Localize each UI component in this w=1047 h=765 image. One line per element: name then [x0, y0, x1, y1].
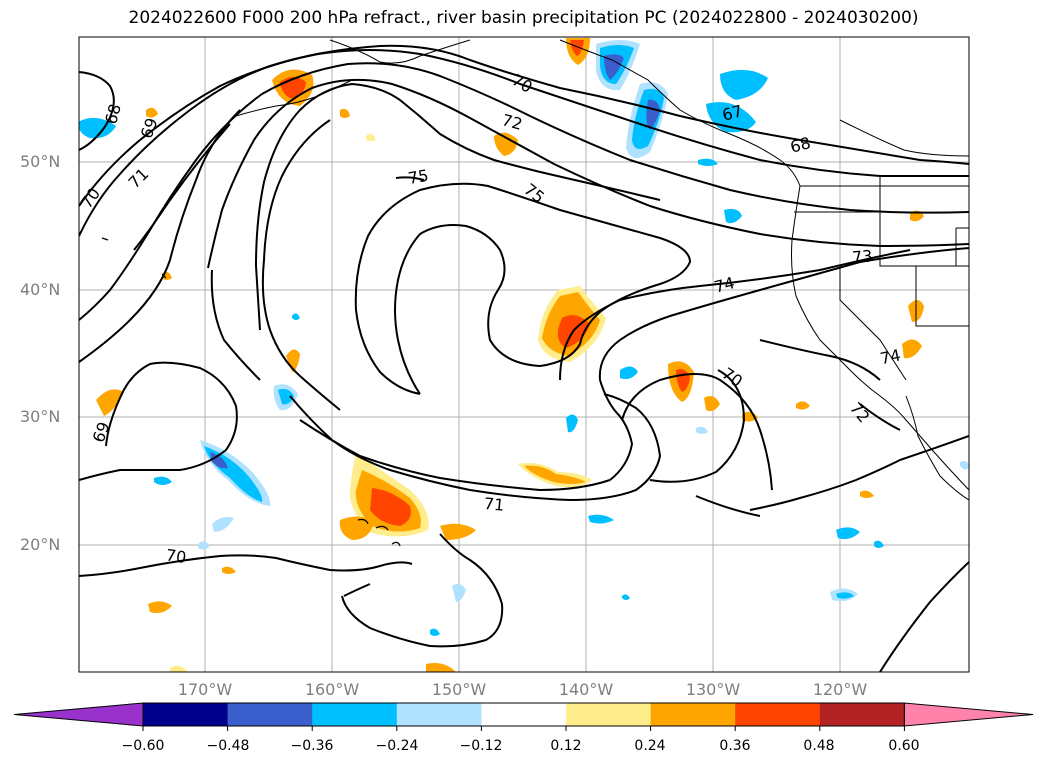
latitude-label: 30°N — [20, 407, 61, 426]
colorbar-tick-label: −0.60 — [121, 738, 165, 754]
contour-label: 68 — [101, 102, 125, 127]
latitude-label: 40°N — [20, 280, 61, 299]
colorbar-tick-label: 0.60 — [888, 738, 920, 754]
map-title: 2024022600 F000 200 hPa refract., river … — [128, 8, 919, 28]
contour-label: 73 — [851, 246, 873, 267]
map-frame — [78, 36, 970, 673]
contour-label: 71 — [483, 494, 505, 515]
colorbar-tick-label: 0.48 — [803, 738, 835, 754]
colorbar-segment — [650, 703, 736, 726]
longitude-label: 130°W — [685, 680, 741, 699]
colorbar-tick-label: 0.12 — [550, 738, 582, 754]
contour-label: 74 — [878, 345, 902, 368]
colorbar-segment — [481, 703, 567, 726]
longitude-label: 140°W — [558, 680, 614, 699]
colorbar-segment — [735, 703, 821, 726]
contour-label: 72 — [500, 110, 525, 134]
graticule — [79, 37, 969, 672]
colorbar-tick-label: 0.24 — [634, 738, 666, 754]
latitude-label: 20°N — [20, 535, 61, 554]
colorbar-segment — [819, 703, 905, 726]
refractivity-contours — [79, 44, 969, 672]
colorbar-tick-label: −0.36 — [290, 738, 334, 754]
longitude-label: 170°W — [177, 680, 233, 699]
islands — [101, 237, 401, 547]
colorbar-tick-label: −0.24 — [375, 738, 419, 754]
colorbar-segment — [227, 703, 313, 726]
colorbar-extend-low — [13, 702, 144, 727]
contour-label: 74 — [712, 273, 737, 297]
colorbar-segment — [143, 703, 229, 726]
contour-label: 70 — [165, 545, 188, 567]
contour-label: 68 — [788, 133, 813, 157]
colorbar-segment — [566, 703, 652, 726]
contour-label: 75 — [407, 166, 430, 188]
contour-label: 67 — [720, 101, 745, 125]
colorbar-segment — [312, 703, 398, 726]
map-area — [79, 37, 969, 672]
colorbar-frame — [142, 702, 905, 727]
colorbar-tick-label: 0.36 — [719, 738, 751, 754]
colorbar-segment — [396, 703, 482, 726]
longitude-label: 120°W — [812, 680, 868, 699]
colorbar-extend-high — [903, 702, 1034, 727]
colorbar — [13, 702, 1034, 731]
longitude-label: 150°W — [431, 680, 487, 699]
colorbar-tick-label: −0.48 — [206, 738, 250, 754]
colorbar-tick-label: −0.12 — [459, 738, 503, 754]
longitude-label: 160°W — [304, 680, 360, 699]
latitude-label: 50°N — [20, 152, 61, 171]
